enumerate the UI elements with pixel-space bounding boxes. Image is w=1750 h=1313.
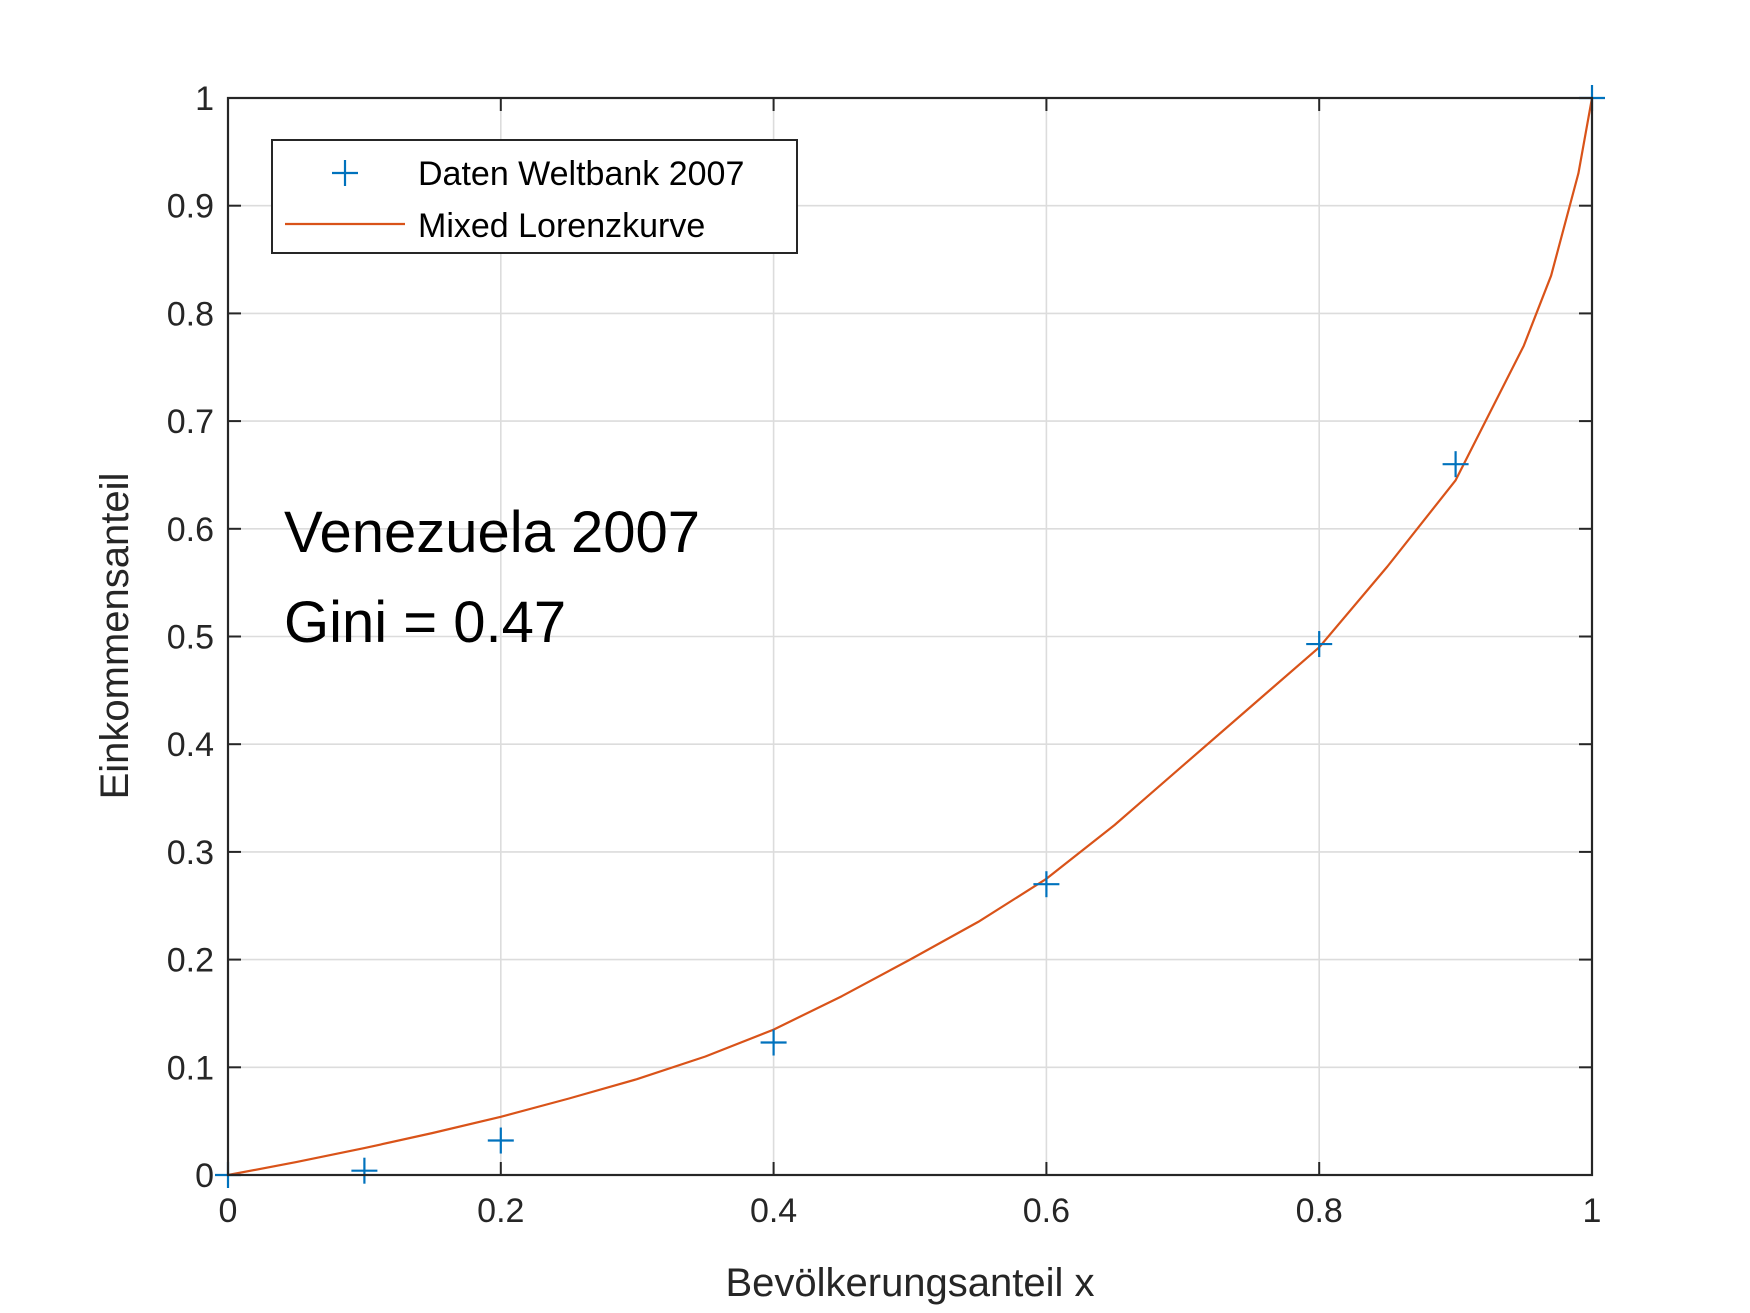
x-tick-label: 1 (1583, 1192, 1602, 1230)
legend-marker-plus (332, 160, 358, 186)
y-tick-label: 0.4 (167, 726, 214, 764)
legend-entry-data: Daten Weltbank 2007 (418, 155, 744, 193)
plot-area-frame (226, 96, 1594, 1177)
data-point-marker (487, 1127, 514, 1154)
y-tick-label: 0.7 (167, 403, 214, 441)
x-tick-label: 0.8 (1296, 1192, 1343, 1230)
data-point-marker (1306, 631, 1333, 658)
x-tick-label: 0.2 (477, 1192, 524, 1230)
x-tick-label: 0.6 (1023, 1192, 1070, 1230)
data-point-marker (1033, 871, 1060, 898)
y-tick-label: 0.1 (167, 1049, 214, 1087)
y-tick-label: 0.5 (167, 619, 214, 657)
x-tick-label: 0.4 (750, 1192, 797, 1230)
y-tick-label: 0.3 (167, 834, 214, 872)
x-tick-label: 0 (219, 1192, 238, 1230)
tick-labels: 0 0.2 0.4 0.6 0.8 1 0 0.1 0.2 0.3 0.4 0.5 0.6 0.7 0.8 0… (167, 80, 1602, 1230)
legend-box (271, 139, 798, 254)
y-tick-label: 0.2 (167, 942, 214, 980)
legend-entry-curve: Mixed Lorenzkurve (418, 207, 705, 245)
y-tick-label: 0.6 (167, 511, 214, 549)
annotation-country: Venezuela 2007 (284, 500, 700, 565)
lorenz-curve-line (227, 97, 1594, 1177)
legend: Daten Weltbank 2007 Mixed Lorenzkurve (271, 139, 798, 254)
y-axis-label: Einkommensanteil (93, 473, 137, 800)
data-point-marker (351, 1157, 378, 1184)
annotation-gini: Gini = 0.47 (284, 590, 566, 655)
y-tick-label: 0.8 (167, 295, 214, 333)
y-tick-label: 0.9 (167, 188, 214, 226)
x-axis-label: Bevölkerungsanteil x (725, 1261, 1094, 1305)
data-point-marker (1442, 451, 1469, 478)
y-tick-label: 1 (195, 80, 214, 118)
y-tick-label: 0 (195, 1157, 214, 1195)
data-point-marker (760, 1029, 787, 1056)
